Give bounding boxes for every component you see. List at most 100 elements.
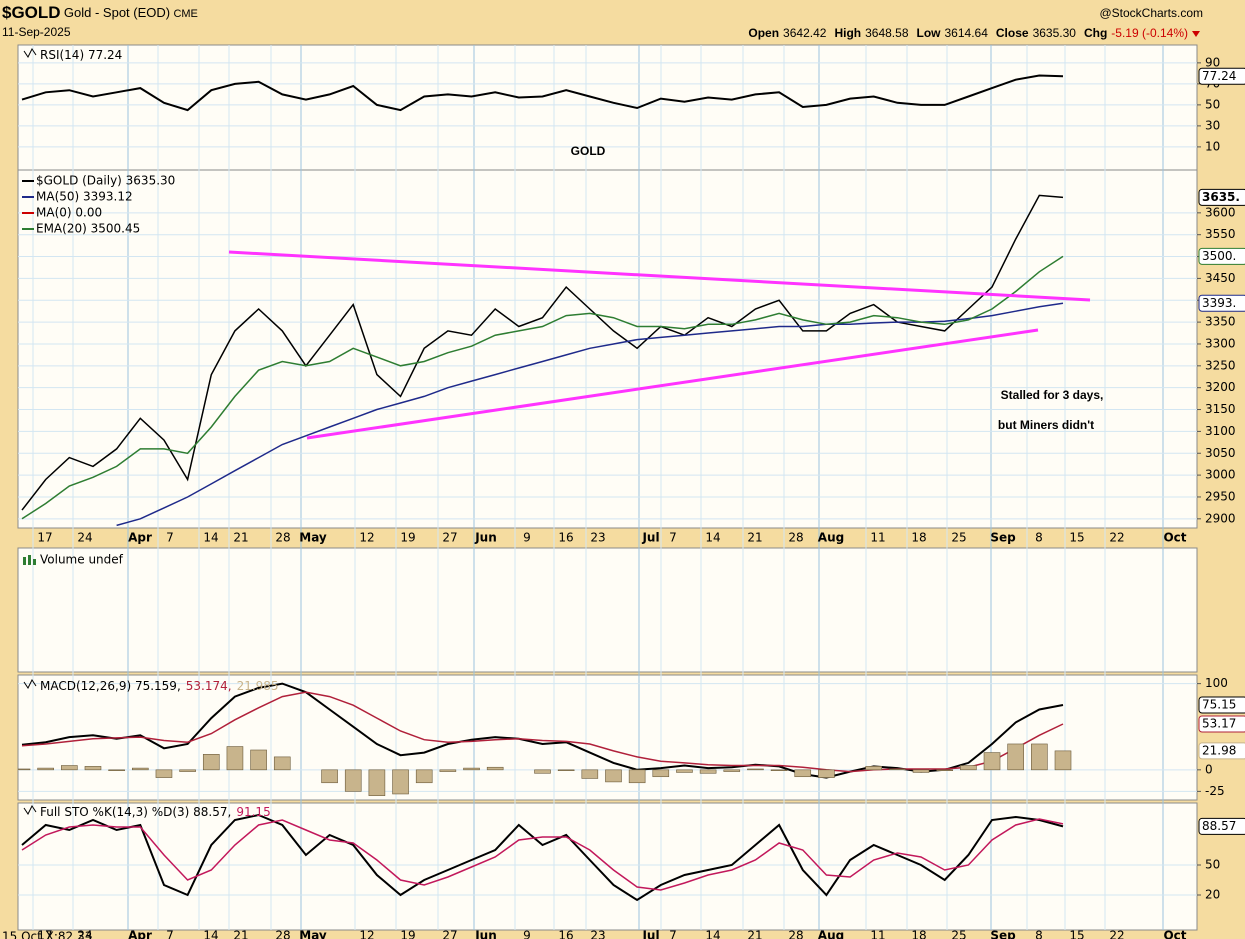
annotation-note: Stalled for 3 days, (1001, 388, 1104, 402)
y-tick-label: 90 (1205, 55, 1220, 69)
x-tick-label: 12 (359, 929, 374, 939)
histogram-bar (534, 769, 551, 774)
histogram-bar (960, 765, 977, 771)
x-tick-label: 28 (275, 929, 290, 939)
security-name: Gold - Spot (EOD) (64, 5, 170, 20)
x-tick-label: 9 (523, 531, 531, 545)
x-tick-label: 7 (166, 531, 174, 545)
histogram-bar (936, 769, 954, 771)
quote-label: High (834, 26, 861, 40)
legend-entry: MA(0) 0.00 (36, 206, 102, 220)
histogram-bar (628, 769, 646, 784)
x-tick-label: Jul (641, 929, 659, 939)
histogram-bar (676, 769, 693, 773)
series-line (21, 74, 1064, 112)
x-tick-label: 25 (951, 929, 966, 939)
y-tick-label: 3150 (1205, 402, 1236, 416)
histogram-bar (392, 769, 409, 795)
legend-icon (23, 555, 36, 565)
histogram-bar (37, 767, 54, 771)
histogram-bar (1031, 743, 1048, 771)
x-tick-label: 14 (203, 929, 218, 939)
quote-value: 3642.42 (783, 26, 827, 40)
end-label-box (1198, 696, 1245, 714)
x-tick-label: 15 (1069, 531, 1084, 545)
histogram-bar (108, 769, 125, 771)
x-tick-label: 21 (233, 929, 248, 939)
x-tick-label: 24 (77, 929, 92, 939)
histogram-bar (18, 768, 31, 771)
histogram-bar (818, 769, 835, 778)
panel-title: Volume undef (40, 553, 124, 567)
y-tick-label: 100 (1205, 676, 1228, 690)
end-label-box (1198, 67, 1245, 85)
end-label-box (1198, 294, 1245, 312)
histogram-bar (155, 769, 173, 778)
y-tick-label: 3200 (1205, 380, 1236, 394)
y-tick-label: 2950 (1205, 489, 1236, 503)
x-tick-label: 15 (1069, 929, 1084, 939)
x-tick-label: 11 (870, 929, 885, 939)
end-label-box (1198, 247, 1245, 265)
histogram-bar (250, 749, 267, 771)
volume-panel (17, 547, 1198, 673)
histogram-bar (723, 769, 741, 772)
end-label: 21.98 (1202, 743, 1236, 757)
legend-entry: EMA(20) 3500.45 (36, 222, 140, 236)
histogram-bar (273, 756, 291, 771)
series-line (21, 818, 1064, 891)
x-tick-label: 16 (558, 531, 573, 545)
y-tick-label: 10 (1205, 139, 1220, 153)
histogram-bar (889, 768, 906, 771)
histogram-bar (865, 766, 883, 771)
x-tick-label: 22 (1109, 531, 1124, 545)
histogram-bar (202, 754, 220, 771)
y-tick-label: 3000 (1205, 468, 1236, 482)
x-tick-label: 28 (275, 531, 290, 545)
histogram-bar (912, 769, 930, 773)
legend-entry: MACD(12,26,9) 75.159, (40, 679, 181, 693)
x-tick-label: 17 (37, 929, 52, 939)
legend-icon (23, 679, 37, 689)
y-tick-label: 20 (1205, 888, 1220, 902)
legend-entry: 91.15 (236, 805, 270, 819)
end-label-box (1198, 817, 1245, 835)
x-tick-label: 14 (705, 531, 720, 545)
legend-entry: MA(50) 3393.12 (36, 190, 133, 204)
x-tick-label: 7 (166, 929, 174, 939)
price-panel (17, 169, 1198, 529)
source: @StockCharts.com (1099, 6, 1203, 20)
series-line (21, 682, 1064, 779)
y-tick-label: 3050 (1205, 446, 1236, 460)
y-tick-label: 0 (1205, 762, 1213, 776)
x-tick-label: 18 (911, 929, 926, 939)
x-tick-label: Oct (1163, 929, 1186, 939)
marks-layer (18, 74, 1072, 902)
end-label: 3500. (1202, 249, 1236, 263)
y-tick-label: 50 (1205, 858, 1220, 872)
header-title: $GOLD Gold - Spot (EOD) CME (2, 3, 198, 22)
date: 11-Sep-2025 (2, 25, 71, 39)
histogram-bar (747, 768, 764, 771)
x-tick-label: 22 (1109, 929, 1124, 939)
x-tick-label: 21 (233, 531, 248, 545)
quote-value: 3614.64 (945, 26, 989, 40)
x-tick-label: Sep (990, 929, 1016, 939)
quote-label: Open (748, 26, 779, 40)
x-tick-label: 28 (788, 531, 803, 545)
legend: Full STO %K(14,3) %D(3) 88.57, 91.15 (40, 805, 271, 819)
x-tick-label: 14 (203, 531, 218, 545)
down-arrow (1192, 31, 1200, 37)
symbol: $GOLD (2, 3, 61, 22)
histogram-bar (770, 769, 788, 771)
y-tick-label: 30 (1205, 118, 1220, 132)
legend-entry: 21.985 (237, 679, 279, 693)
x-tick-label: 21 (747, 929, 762, 939)
y-tick-label: 3300 (1205, 336, 1236, 350)
x-tick-label: 19 (400, 929, 415, 939)
x-tick-label: 24 (77, 531, 92, 545)
x-tick-label: 17 (37, 531, 52, 545)
histogram-bar (179, 769, 196, 772)
x-tick-label: 8 (1035, 531, 1043, 545)
y-tick-label: 3350 (1205, 315, 1236, 329)
